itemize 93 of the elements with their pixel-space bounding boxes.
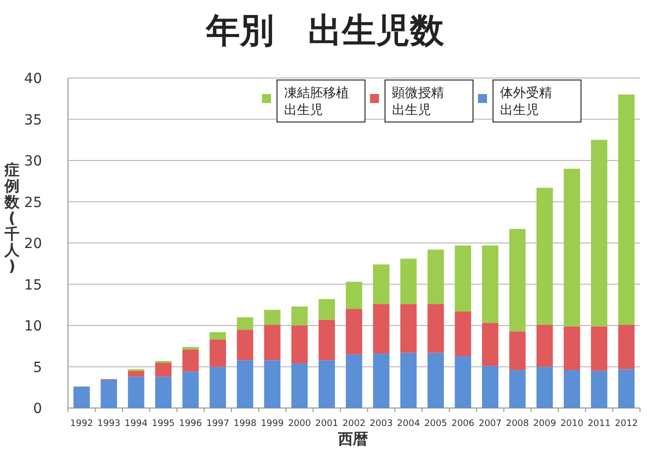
y-tick-label: 15 [24,277,42,294]
x-tick-label: 1997 [206,419,230,429]
bar [482,323,498,366]
bar [509,228,526,332]
bar [428,352,444,408]
x-tick-label: 1993 [97,419,120,429]
bar [618,369,635,408]
bar [373,304,390,354]
bar [400,258,417,304]
bar [291,326,308,364]
bar [482,366,498,408]
x-tick-label: 2004 [397,419,420,429]
bar [346,309,362,354]
bar [318,320,335,360]
bar [509,331,526,370]
bar [128,376,144,408]
bar [100,380,118,408]
bar [482,245,498,324]
bar [373,354,390,408]
bar [236,317,254,330]
bar [210,332,226,340]
x-tick-label: 2005 [424,419,448,429]
bar [182,346,199,350]
bar [264,324,280,360]
bar [264,360,280,408]
x-tick-label: 2000 [288,419,312,429]
x-tick-label: 2012 [614,419,638,429]
bar [428,304,444,353]
bar [590,326,608,371]
x-tick-label: 1992 [70,419,94,429]
x-tick-label: 1999 [260,419,284,429]
bar [210,340,226,367]
bar [155,362,172,377]
y-tick-label: 20 [24,236,42,252]
bar [618,324,635,370]
legend-label: 顕微授精出生児 [391,86,444,118]
x-tick-label: 2011 [588,419,611,429]
bar [73,386,90,408]
bar [400,352,417,408]
bar [454,311,472,356]
x-axis-title: 西暦 [337,430,368,448]
x-tick-label: 2007 [478,419,502,429]
bar [155,376,172,408]
bar [590,140,608,326]
bar [454,356,472,408]
legend-label: 体外受精出生児 [500,86,552,118]
bar [509,370,526,408]
y-tick-label: 5 [33,360,42,376]
bar [210,366,226,408]
y-tick-label: 25 [24,194,42,211]
bar [373,264,390,304]
bar [346,354,362,408]
bar [536,324,553,367]
x-tick-label: 1996 [179,419,202,429]
bar [291,306,308,326]
x-tick-label: 2008 [506,419,530,429]
y-tick-label: 0 [33,401,42,417]
bar [236,360,254,408]
y-tick-label: 35 [24,112,42,128]
bar [128,370,144,377]
bar [564,168,580,326]
y-tick-label: 10 [24,318,42,334]
bar [564,326,580,370]
x-tick-label: 1994 [124,419,148,429]
chart-title: 年別 出生児数 [205,11,445,51]
bar [454,245,472,312]
bar [346,282,362,309]
bar [536,366,553,408]
bar [564,370,580,408]
bar [400,304,417,353]
bar [618,94,635,325]
x-tick-label: 2001 [315,419,338,429]
bar [428,250,444,304]
bar [291,363,308,408]
bar [318,360,335,408]
bar [318,299,335,320]
bar [182,372,199,408]
x-tick-label: 2006 [452,419,475,429]
x-tick-label: 2010 [560,419,584,429]
y-axis-title: 症例数(千人) [4,161,20,275]
y-tick-label: 40 [24,71,42,87]
x-tick-label: 1998 [234,419,257,429]
bar [264,310,280,325]
bar [236,330,254,360]
bar [590,370,608,408]
y-tick-label: 30 [24,154,42,170]
bar [536,188,553,325]
x-tick-label: 1995 [152,419,175,429]
legend-label: 凍結胚移植出生児 [284,86,349,118]
x-tick-label: 2003 [370,419,393,429]
x-tick-label: 2002 [342,419,366,429]
x-tick-label: 2009 [533,419,556,429]
bar [182,349,199,372]
